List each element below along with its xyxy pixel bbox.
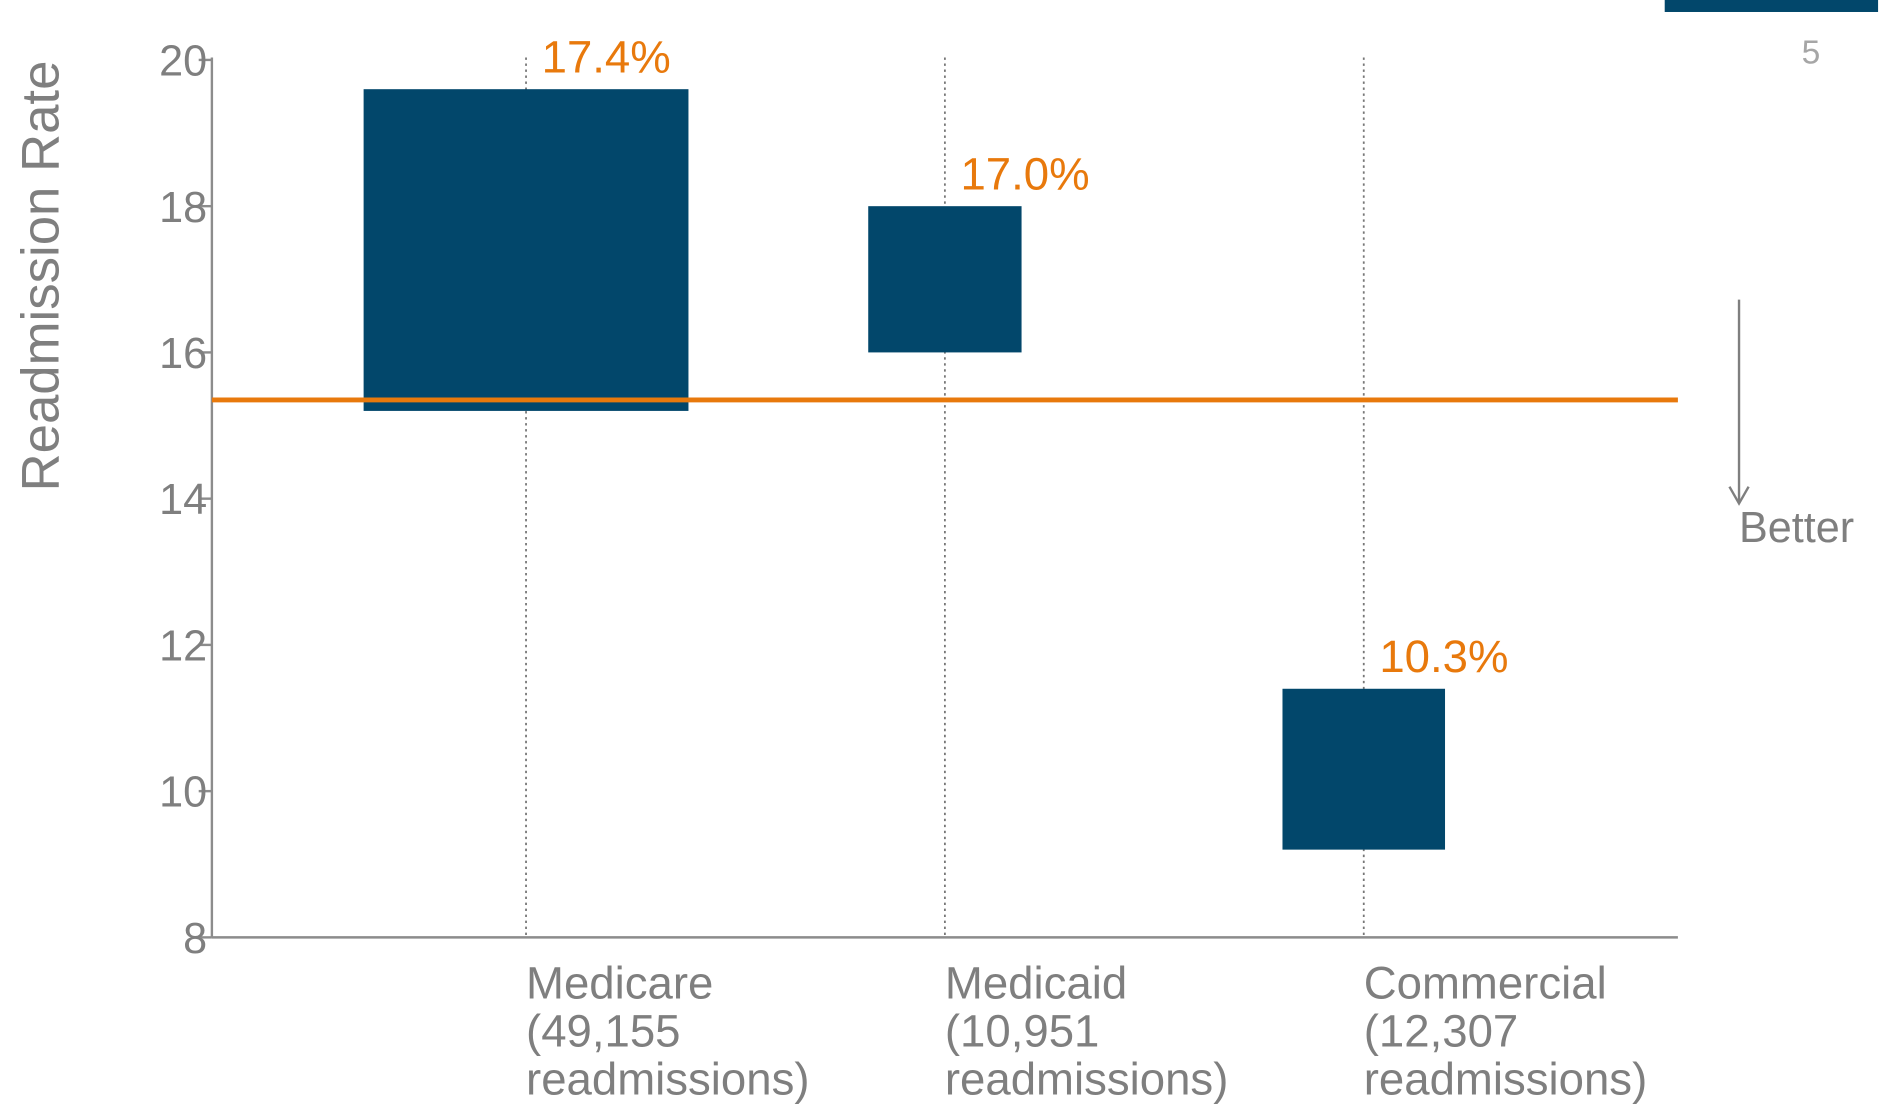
annotation: Better (1739, 504, 1854, 552)
y-tick-label: 20 (159, 38, 207, 86)
y-tick-label: 18 (159, 184, 207, 232)
y-tick-label: 16 (159, 330, 207, 378)
x-tick-label: (12,307 (1364, 1005, 1518, 1056)
x-tick-label: readmissions) (945, 1053, 1228, 1104)
range-box (1282, 688, 1446, 850)
value-label: 17.0% (960, 148, 1089, 199)
x-tick-label: (49,155 (526, 1005, 680, 1056)
y-tick-label: 14 (159, 476, 207, 524)
y-tick-label: 10 (159, 769, 207, 817)
value-label: 17.4% (542, 31, 671, 82)
arrow-head (1728, 486, 1750, 506)
x-tick-label: Medicaid (945, 958, 1127, 1009)
y-axis-label: Readmission Rate (11, 61, 70, 492)
x-tick-label: Medicare (526, 958, 713, 1009)
y-tick-label: 8 (183, 915, 207, 963)
page-number: 5 (1802, 35, 1821, 72)
range-box (868, 206, 1022, 353)
x-tick-label: Commercial (1364, 958, 1607, 1009)
x-tick-label: (10,951 (945, 1005, 1099, 1056)
value-label: 10.3% (1379, 631, 1508, 682)
range-box (363, 89, 689, 411)
x-tick-label: readmissions) (526, 1053, 810, 1104)
x-tick-label: readmissions) (1364, 1053, 1648, 1104)
y-tick-label: 12 (159, 622, 207, 670)
header-block (1664, 0, 1879, 12)
